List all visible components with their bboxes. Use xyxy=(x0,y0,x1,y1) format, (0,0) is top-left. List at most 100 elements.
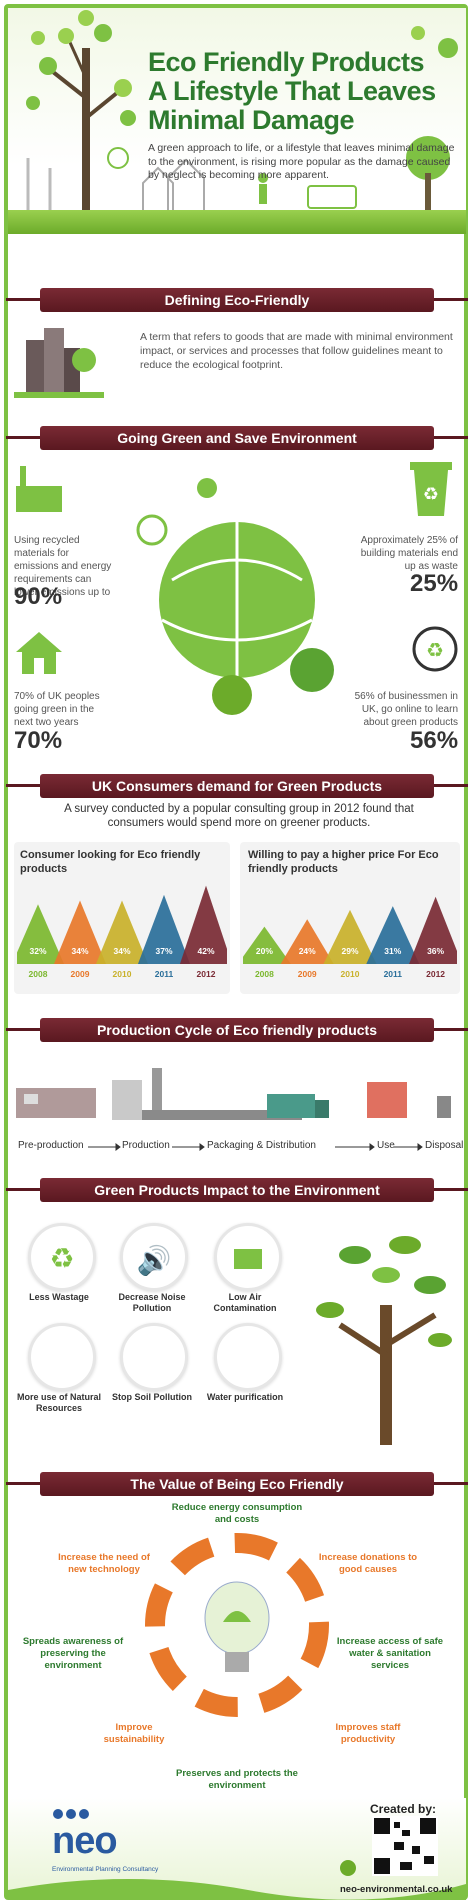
svg-text:♻: ♻ xyxy=(426,640,444,662)
recycle-head-icon: ♻ xyxy=(412,626,458,672)
chart2-bar-2011 xyxy=(366,906,420,964)
step-packaging: Packaging & Distribution xyxy=(207,1140,316,1151)
chart2-bar-2009 xyxy=(280,919,334,964)
tree-icon xyxy=(316,1236,452,1445)
chart2-value-label-2009: 24% xyxy=(299,946,316,956)
chart2-category-label-2008: 2008 xyxy=(255,969,274,979)
value-item-6: Improve sustainability xyxy=(103,1722,165,1745)
impact-label-6: Water purification xyxy=(206,1392,284,1402)
stat-text-1: Using recycled materials for emissions a… xyxy=(14,535,112,598)
water-drop-icon xyxy=(214,1323,282,1391)
step-disposal: Disposal xyxy=(425,1140,464,1151)
stat-text-4: 56% of businessmen in UK, go online to l… xyxy=(354,691,458,728)
production-line-illustration xyxy=(16,1068,451,1120)
section-ribbon-value: The Value of Being Eco Friendly xyxy=(6,1472,468,1496)
chart1-category-label-2012: 2012 xyxy=(197,969,216,979)
value-item-3: Increase access of safe water & sanitati… xyxy=(336,1636,444,1671)
chart2-bar-2012 xyxy=(409,896,457,964)
chart1-bar-2008 xyxy=(17,904,65,964)
section-ribbon-impact: Green Products Impact to the Environment xyxy=(6,1178,468,1202)
neo-logo: neo xyxy=(52,1820,118,1862)
chart2-bar-2008 xyxy=(243,926,291,964)
neo-logo-sub: Environmental Planning Consultancy xyxy=(52,1866,159,1873)
value-wheel xyxy=(145,1533,329,1717)
header-grass xyxy=(8,210,466,234)
chart1-bar-2009 xyxy=(53,900,107,964)
svg-text:♻: ♻ xyxy=(423,484,439,504)
chart-2: 20% 2008 24% 2009 29% 2010 31% 2011 36% 2012 xyxy=(243,896,457,979)
chart2-bar-2010 xyxy=(323,909,377,964)
consumers-note: A survey conducted by a popular consulti… xyxy=(64,803,414,829)
created-by-label: Created by: xyxy=(370,1802,437,1816)
chart1-bar-2011 xyxy=(137,894,191,964)
value-item-5: Preserves and protects the environment xyxy=(176,1768,298,1791)
section-ribbon-consumers: UK Consumers demand for Green Products xyxy=(6,774,468,798)
chart1-value-label-2012: 42% xyxy=(197,946,214,956)
factory-icon xyxy=(16,466,62,512)
header-illustration xyxy=(26,10,458,223)
chart2-value-label-2010: 29% xyxy=(341,946,358,956)
step-arrows xyxy=(88,1143,423,1151)
website-link[interactable]: neo-environmental.co.uk xyxy=(340,1884,453,1895)
chart2-value-label-2011: 31% xyxy=(384,946,401,956)
chart1-value-label-2011: 37% xyxy=(155,946,172,956)
chart2-category-label-2011: 2011 xyxy=(384,969,403,979)
step-pre-production: Pre-production xyxy=(18,1140,84,1151)
impact-label-5: Stop Soil Pollution xyxy=(112,1392,192,1402)
value-item-7: Spreads awareness of preserving the envi… xyxy=(22,1636,124,1671)
stat-text-2: Approximately 25% of building materials … xyxy=(360,535,458,572)
chart2-value-label-2012: 36% xyxy=(427,946,444,956)
chart1-value-label-2010: 34% xyxy=(113,946,130,956)
stat-value-2: 25% xyxy=(410,570,459,597)
chart1-value-label-2009: 34% xyxy=(71,946,88,956)
defining-text: A term that refers to goods that are mad… xyxy=(140,331,453,371)
stat-value-4: 56% xyxy=(410,727,459,754)
chart2-value-label-2008: 20% xyxy=(256,946,273,956)
chart-title-2: Willing to pay a higher price For Eco fr… xyxy=(248,849,439,875)
chart1-category-label-2009: 2009 xyxy=(71,969,90,979)
chart2-category-label-2012: 2012 xyxy=(426,969,445,979)
section-ribbon-production: Production Cycle of Eco friendly product… xyxy=(6,1018,468,1042)
footer: neo Environmental Planning Consultancy C… xyxy=(8,1798,466,1900)
green-globe-illustration xyxy=(136,478,334,715)
chart2-category-label-2010: 2010 xyxy=(341,969,360,979)
recycle-bin-icon: ♻ xyxy=(410,462,452,516)
stat-value-1: 90% xyxy=(14,583,63,610)
stat-value-3: 70% xyxy=(14,727,63,754)
chart1-bar-2012 xyxy=(179,885,227,964)
chart1-category-label-2011: 2011 xyxy=(155,969,174,979)
footer-decor xyxy=(8,1809,466,1900)
value-item-4: Improves staff productivity xyxy=(335,1722,401,1745)
chart1-bar-2010 xyxy=(95,900,149,964)
chart-title-1: Consumer looking for Eco friendly produc… xyxy=(20,849,201,875)
step-production: Production xyxy=(122,1140,170,1151)
svg-text:🔊: 🔊 xyxy=(137,1243,172,1277)
svg-text:♻: ♻ xyxy=(49,1243,74,1274)
section-ribbon-going-green: Going Green and Save Environment xyxy=(6,426,468,450)
impact-label-1: Less Wastage xyxy=(29,1292,89,1302)
chart-1: 32% 2008 34% 2009 34% 2010 37% 2011 42% 2012 xyxy=(17,885,227,979)
green-house-icon xyxy=(16,632,62,674)
trash-icon xyxy=(28,1223,96,1291)
step-use: Use xyxy=(377,1140,395,1151)
chart2-category-label-2009: 2009 xyxy=(298,969,317,979)
header-intro: A green approach to life, or a lifestyle… xyxy=(148,142,455,181)
chart1-value-label-2008: 32% xyxy=(29,946,46,956)
stat-text-3: 70% of UK peoples going green in the nex… xyxy=(14,691,100,728)
value-item-8: Increase the need of new technology xyxy=(58,1552,150,1575)
impact-label-2: Decrease Noise Pollution xyxy=(118,1292,186,1313)
speaker-icon xyxy=(120,1223,188,1291)
value-item-1: Reduce energy consumption and costs xyxy=(171,1502,303,1525)
impact-label-3: Low Air Contamination xyxy=(213,1292,277,1313)
city-buildings-icon xyxy=(14,328,104,398)
chart1-category-label-2010: 2010 xyxy=(113,969,132,979)
impact-label-4: More use of Natural Resources xyxy=(16,1392,101,1413)
chart1-category-label-2008: 2008 xyxy=(29,969,48,979)
section-ribbon-defining: Defining Eco-Friendly xyxy=(6,288,468,312)
plant-icon xyxy=(120,1323,188,1391)
qr-code-icon xyxy=(372,1816,438,1876)
value-item-2: Increase donations to good causes xyxy=(318,1552,418,1575)
header: Eco Friendly Products A Lifestyle That L… xyxy=(8,8,466,233)
wind-turbine-icon xyxy=(28,1323,96,1391)
